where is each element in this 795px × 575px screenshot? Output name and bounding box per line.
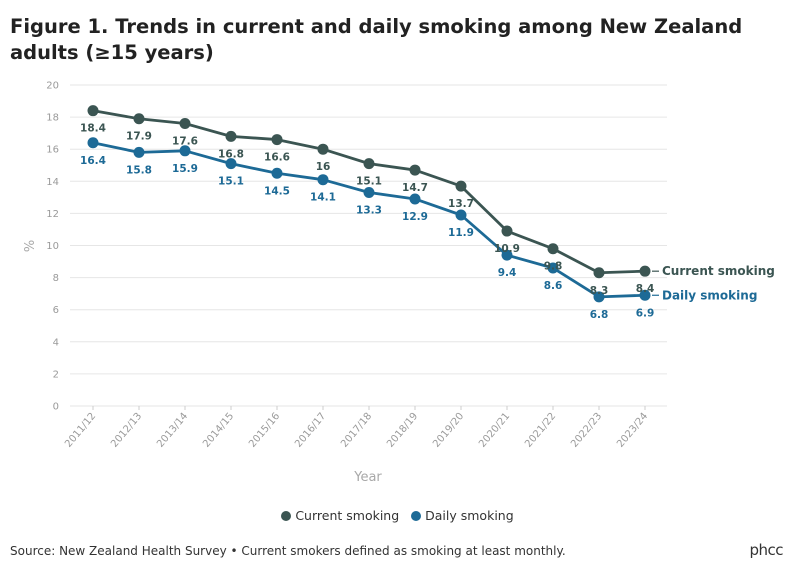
current-smoking-point[interactable] — [547, 243, 559, 255]
x-tick-label: 2019/20 — [431, 411, 466, 450]
y-axis-ticks: 0 2 4 6 8 10 12 14 16 18 20 — [46, 81, 59, 413]
daily-smoking-value-label: 15.1 — [218, 176, 244, 188]
daily-smoking-point[interactable] — [501, 249, 513, 261]
daily-smoking-value-label: 15.8 — [126, 164, 152, 176]
data-points — [87, 105, 651, 303]
current-smoking-point[interactable] — [593, 267, 605, 279]
y-tick-label: 16 — [46, 145, 59, 156]
daily-smoking-value-label: 15.9 — [172, 163, 198, 175]
current-smoking-value-label: 14.7 — [402, 182, 428, 194]
current-smoking-value-label: 13.7 — [448, 198, 474, 210]
current-smoking-point[interactable] — [225, 130, 237, 142]
y-tick-label: 10 — [46, 241, 59, 252]
current-smoking-series-label: Current smoking — [662, 264, 775, 278]
current-smoking-value-label: 16 — [316, 161, 331, 173]
y-tick-label: 2 — [53, 369, 59, 380]
current-smoking-value-label: 8.3 — [590, 285, 609, 297]
data-labels: 18.4 17.9 17.6 16.8 16.6 16 15.1 14.7 13.7 10.9 9.… — [80, 123, 654, 321]
daily-smoking-point[interactable] — [455, 209, 467, 221]
daily-smoking-point[interactable] — [639, 289, 651, 301]
current-smoking-point[interactable] — [409, 164, 421, 176]
x-tick-label: 2022/23 — [569, 411, 604, 450]
y-axis-label: % — [23, 240, 38, 252]
gridlines — [70, 84, 667, 407]
current-smoking-value-label: 17.6 — [172, 136, 198, 148]
source-note: Source: New Zealand Health Survey • Curr… — [10, 544, 566, 558]
y-tick-label: 12 — [46, 209, 59, 220]
daily-smoking-value-label: 6.8 — [590, 309, 609, 321]
current-smoking-value-label: 17.9 — [126, 131, 152, 143]
current-smoking-value-label: 8.4 — [636, 283, 655, 295]
current-smoking-point[interactable] — [363, 158, 375, 170]
daily-smoking-value-label: 14.1 — [310, 192, 336, 204]
current-smoking-point[interactable] — [133, 113, 145, 125]
x-tick-label: 2013/14 — [155, 411, 190, 450]
legend: Current smoking Daily smoking — [0, 508, 795, 524]
daily-smoking-value-label: 11.9 — [448, 227, 474, 239]
daily-smoking-value-label: 16.4 — [80, 155, 106, 167]
current-smoking-value-label: 18.4 — [80, 123, 106, 135]
x-tick-label: 2017/18 — [339, 411, 374, 450]
daily-smoking-point[interactable] — [409, 193, 421, 205]
daily-smoking-value-label: 8.6 — [544, 280, 563, 292]
daily-smoking-point[interactable] — [363, 187, 375, 199]
current-smoking-point[interactable] — [639, 265, 651, 277]
legend-item-current[interactable]: Current smoking — [281, 508, 399, 523]
daily-smoking-value-label: 14.5 — [264, 185, 290, 197]
x-tick-label: 2016/17 — [293, 411, 328, 450]
current-smoking-point[interactable] — [455, 180, 467, 192]
x-tick-label: 2015/16 — [247, 411, 282, 450]
y-tick-label: 0 — [53, 402, 59, 413]
legend-swatch-current — [281, 510, 292, 521]
daily-smoking-point[interactable] — [225, 158, 237, 170]
legend-label-daily: Daily smoking — [425, 508, 514, 523]
current-smoking-point[interactable] — [271, 134, 283, 146]
x-tick-label: 2020/21 — [477, 411, 512, 450]
current-smoking-point[interactable] — [317, 143, 329, 155]
x-tick-label: 2014/15 — [201, 411, 236, 450]
daily-smoking-value-label: 12.9 — [402, 211, 428, 223]
daily-smoking-point[interactable] — [593, 291, 605, 303]
legend-label-current: Current smoking — [295, 508, 400, 523]
current-smoking-value-label: 16.8 — [218, 148, 244, 160]
current-smoking-point[interactable] — [179, 118, 191, 130]
current-smoking-value-label: 15.1 — [356, 176, 382, 188]
y-tick-label: 8 — [53, 273, 59, 284]
daily-smoking-value-label: 13.3 — [356, 205, 382, 217]
current-smoking-value-label: 16.6 — [264, 152, 290, 164]
daily-smoking-point[interactable] — [317, 174, 329, 186]
daily-smoking-value-label: 9.4 — [498, 267, 517, 279]
daily-smoking-point[interactable] — [547, 262, 559, 274]
y-tick-label: 20 — [46, 81, 59, 92]
daily-smoking-series-label: Daily smoking — [662, 288, 757, 302]
current-smoking-value-label: 9.8 — [544, 261, 563, 273]
current-smoking-value-label: 10.9 — [494, 243, 520, 255]
chart-title: Figure 1. Trends in current and daily sm… — [10, 15, 743, 64]
y-tick-label: 18 — [46, 113, 59, 124]
y-tick-label: 4 — [53, 337, 59, 348]
x-tick-label: 2011/12 — [63, 411, 98, 450]
y-tick-label: 14 — [46, 177, 59, 188]
current-smoking-point[interactable] — [501, 225, 513, 237]
daily-smoking-value-label: 6.9 — [636, 307, 655, 319]
series-labels: Current smoking Daily smoking — [652, 264, 775, 302]
x-axis-label: Year — [353, 470, 382, 485]
x-tick-label: 2012/13 — [109, 411, 144, 450]
y-tick-label: 6 — [53, 305, 59, 316]
x-axis-ticks: 2011/12 2012/13 2013/14 2014/15 2015/16 2016/… — [63, 406, 650, 450]
x-tick-label: 2021/22 — [523, 411, 558, 450]
daily-smoking-point[interactable] — [87, 137, 99, 149]
daily-smoking-point[interactable] — [179, 145, 191, 157]
current-smoking-point[interactable] — [87, 105, 99, 117]
x-tick-label: 2018/19 — [385, 411, 420, 450]
daily-smoking-point[interactable] — [133, 146, 145, 158]
legend-item-daily[interactable]: Daily smoking — [411, 508, 514, 523]
phcc-logo: phcc — [749, 541, 783, 559]
x-tick-label: 2023/24 — [615, 411, 650, 450]
daily-smoking-point[interactable] — [271, 167, 283, 179]
legend-swatch-daily — [411, 510, 422, 521]
